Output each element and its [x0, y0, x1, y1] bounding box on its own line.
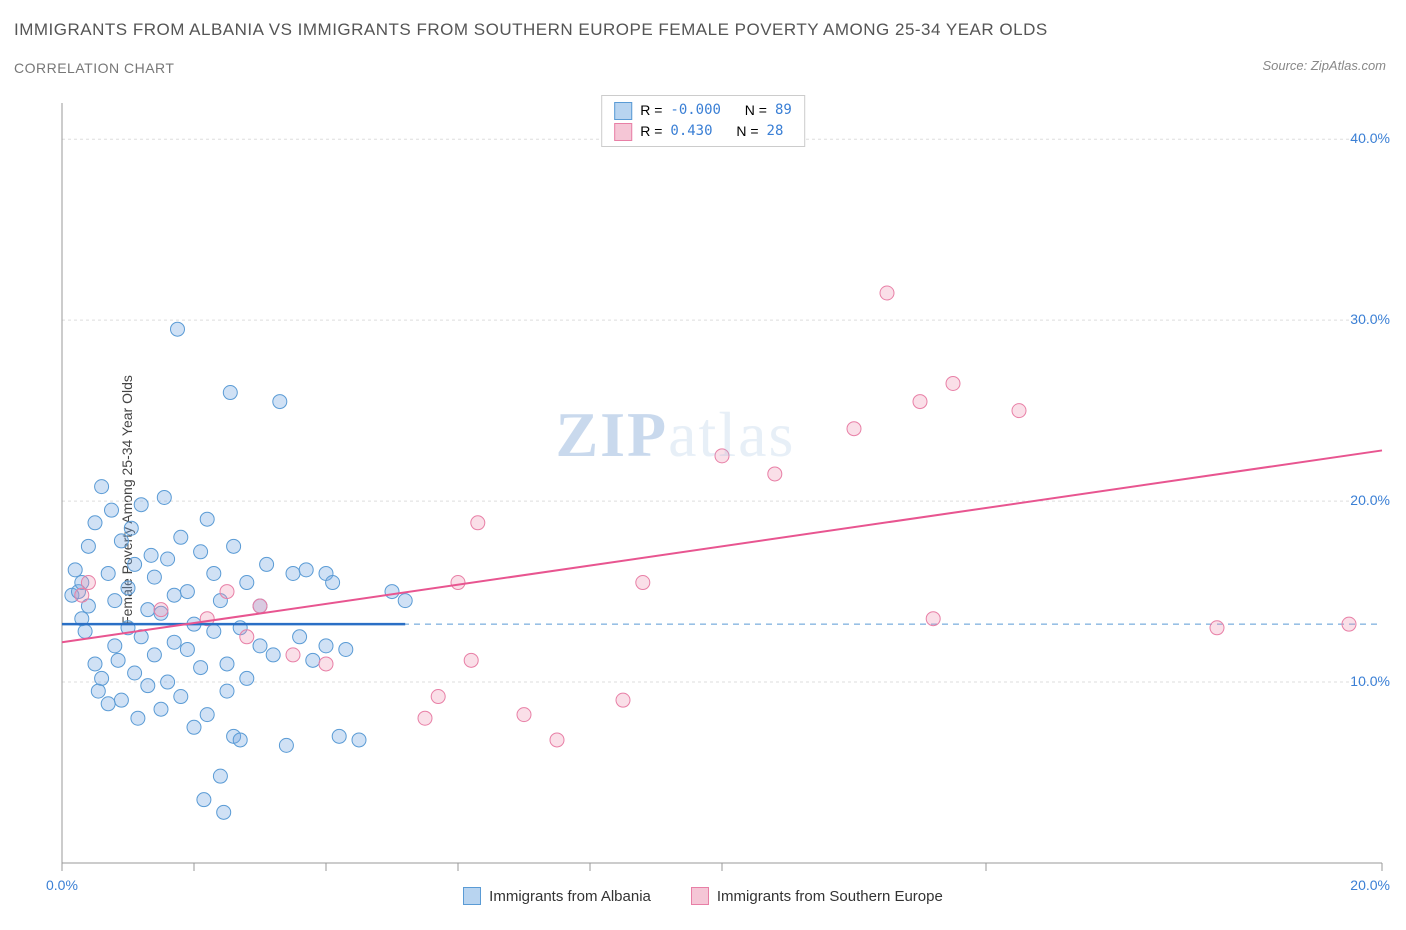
legend-series-label: Immigrants from Southern Europe	[717, 888, 943, 905]
n-value: 89	[775, 100, 792, 121]
n-label: N =	[736, 121, 758, 142]
n-label: N =	[745, 100, 767, 121]
r-label: R =	[640, 121, 662, 142]
legend-series-item: Immigrants from Southern Europe	[691, 887, 943, 905]
legend-series-label: Immigrants from Albania	[489, 888, 651, 905]
chart-title: IMMIGRANTS FROM ALBANIA VS IMMIGRANTS FR…	[14, 20, 1048, 40]
r-label: R =	[640, 100, 662, 121]
legend-swatch	[691, 887, 709, 905]
correlation-legend: R = -0.000 N = 89 R = 0.430 N = 28	[601, 95, 805, 147]
chart-subtitle: CORRELATION CHART	[14, 60, 174, 76]
legend-swatch	[614, 123, 632, 141]
series-legend: Immigrants from Albania Immigrants from …	[14, 887, 1392, 905]
r-value: 0.430	[670, 121, 712, 142]
legend-swatch	[463, 887, 481, 905]
y-tick-label: 30.0%	[1350, 311, 1390, 327]
x-tick-label: 20.0%	[1350, 877, 1390, 893]
source-attribution: Source: ZipAtlas.com	[1262, 58, 1386, 73]
y-tick-label: 10.0%	[1350, 673, 1390, 689]
legend-series-item: Immigrants from Albania	[463, 887, 651, 905]
legend-swatch	[614, 102, 632, 120]
chart-container: Female Poverty Among 25-34 Year Olds R =…	[14, 95, 1392, 905]
legend-stat-row: R = 0.430 N = 28	[614, 121, 792, 142]
scatter-chart	[14, 95, 1392, 905]
r-value: -0.000	[670, 100, 721, 121]
n-value: 28	[767, 121, 784, 142]
y-tick-label: 40.0%	[1350, 130, 1390, 146]
legend-stat-row: R = -0.000 N = 89	[614, 100, 792, 121]
y-tick-label: 20.0%	[1350, 492, 1390, 508]
x-tick-label: 0.0%	[46, 877, 78, 893]
